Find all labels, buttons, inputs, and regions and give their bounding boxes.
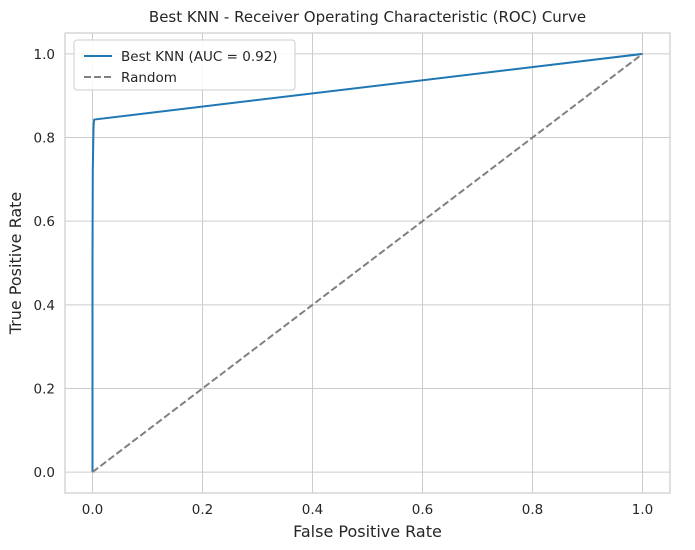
y-axis-label: True Positive Rate — [6, 192, 25, 336]
y-tick-label: 0.6 — [34, 214, 55, 230]
legend-box — [73, 39, 296, 91]
grid-lines — [65, 33, 670, 493]
y-tick-label: 0.2 — [34, 381, 55, 397]
chart-title: Best KNN - Receiver Operating Characteri… — [149, 8, 586, 26]
x-tick-label: 0.2 — [192, 502, 213, 518]
series-line-best-knn — [91, 52, 643, 473]
y-tick-label: 0.8 — [34, 131, 55, 147]
x-tick-label: 0.4 — [302, 502, 323, 518]
plot-border — [64, 32, 671, 494]
series-lines — [91, 52, 644, 473]
y-tick-label: 0.0 — [34, 465, 55, 481]
y-tick-label: 1.0 — [34, 47, 55, 63]
series-line-random — [91, 53, 644, 473]
x-tick-labels: 0.0 0.2 0.4 0.6 0.8 1.0 — [82, 502, 653, 518]
y-tick-label: 0.4 — [34, 298, 55, 314]
x-tick-label: 0.8 — [522, 502, 543, 518]
x-tick-label: 1.0 — [632, 502, 653, 518]
plot-frame — [64, 32, 671, 494]
legend-label-random: Random — [121, 70, 177, 86]
x-tick-label: 0.0 — [82, 502, 103, 518]
x-axis-label: False Positive Rate — [293, 522, 442, 541]
y-tick-labels: 0.0 0.2 0.4 0.6 0.8 1.0 — [34, 47, 55, 481]
legend-label-best-knn: Best KNN (AUC = 0.92) — [121, 49, 278, 65]
legend: Best KNN (AUC = 0.92) Random — [73, 39, 296, 91]
x-tick-label: 0.6 — [412, 502, 433, 518]
